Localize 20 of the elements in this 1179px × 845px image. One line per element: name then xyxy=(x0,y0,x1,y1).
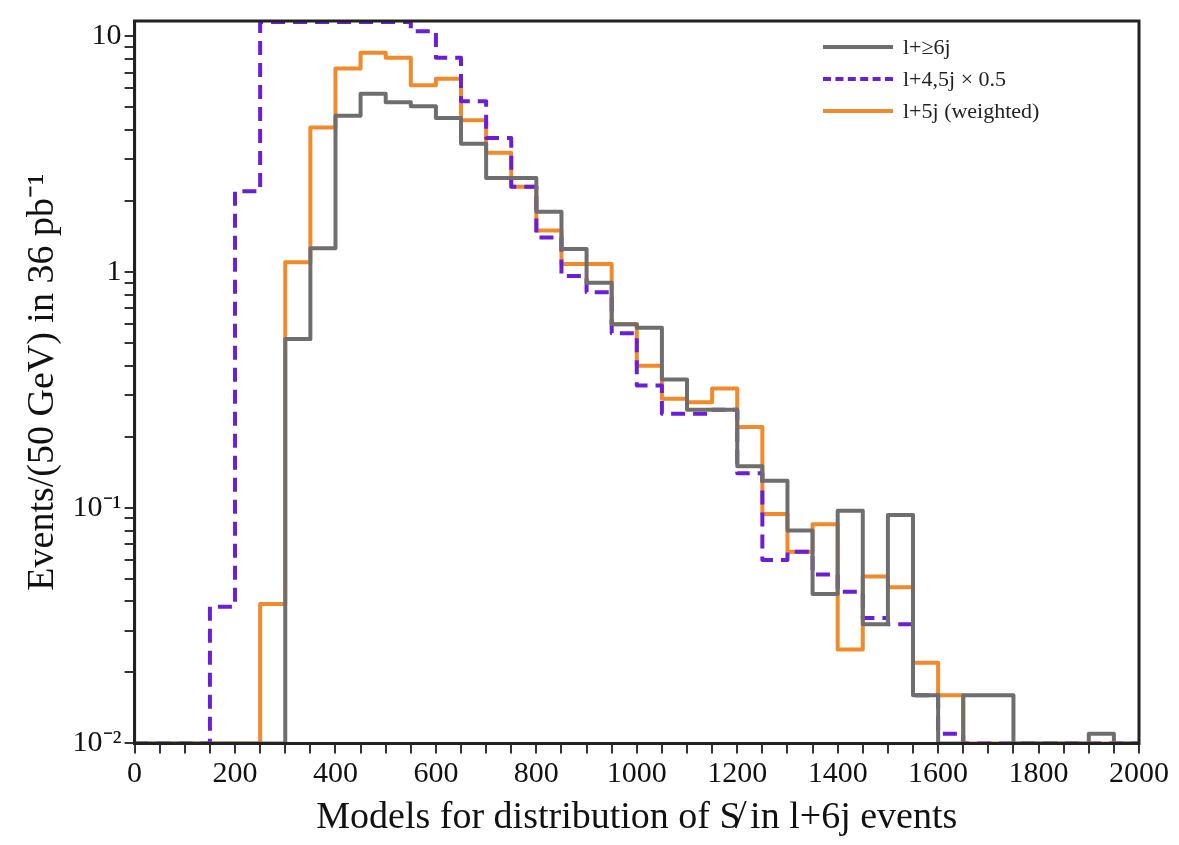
x-tick-label: 800 xyxy=(513,755,559,789)
x-tick-label: 200 xyxy=(212,755,258,789)
x-tick-label: 1200 xyxy=(707,755,768,789)
x-tick-label: 600 xyxy=(413,755,459,789)
x-tick-label: 0 xyxy=(127,755,143,789)
x-tick-label: 1800 xyxy=(1008,755,1069,789)
x-tick-label: 400 xyxy=(312,755,358,789)
x-tick-label: 2000 xyxy=(1109,755,1169,789)
y-tick-label: 10⁻¹ xyxy=(72,488,122,522)
x-tick-label: 1000 xyxy=(606,755,667,789)
y-tick-label: 10 xyxy=(91,17,122,51)
x-axis-title: Models for distribution of S̸ in l+6j events xyxy=(316,794,958,837)
y-tick-label: 1 xyxy=(106,252,122,286)
x-tick-label: 1400 xyxy=(807,755,868,789)
y-tick-label: 10⁻² xyxy=(72,724,122,758)
legend-label: l+4,5j × 0.5 xyxy=(903,66,1007,92)
x-tick-label: 1600 xyxy=(908,755,969,789)
legend-label: l+≥6j xyxy=(903,34,951,60)
y-axis-title: Events/(50 GeV) in 36 pb⁻¹ xyxy=(18,173,62,591)
legend-label: l+5j (weighted) xyxy=(903,98,1040,124)
